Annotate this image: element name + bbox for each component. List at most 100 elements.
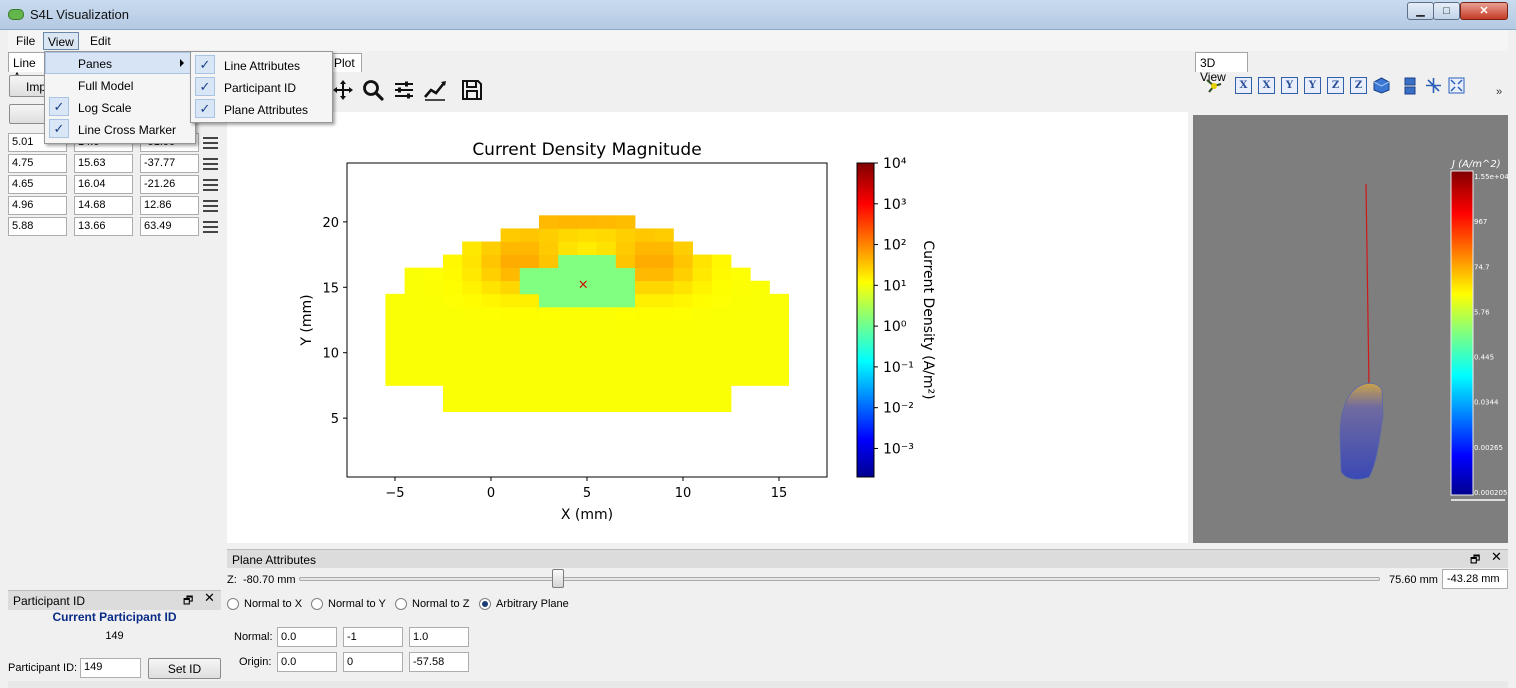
line-point-field[interactable]: 4.65 [8,175,67,194]
save-icon[interactable] [460,78,484,102]
line-point-field[interactable]: 63.49 [140,217,199,236]
3d-colorbar [1450,170,1474,496]
close-icon[interactable]: ✕ [1491,549,1502,564]
view-axis-x-button[interactable]: X [1258,77,1275,94]
heatmap-cell [462,241,482,255]
cube-icon[interactable] [1373,77,1390,94]
x-tick-label: 15 [771,486,788,501]
pick-icon[interactable] [1425,77,1442,94]
maximize-button[interactable]: □ [1433,2,1460,20]
radio-arbitrary-plane-label[interactable]: Arbitrary Plane [496,598,569,610]
row-menu-icon[interactable] [203,221,218,233]
heatmap-cell [673,306,693,321]
line-point-field[interactable]: 14.68 [74,196,133,215]
menu-item-full-model[interactable]: Full Model [45,74,195,96]
origin-z-field[interactable]: -57.58 [409,652,469,672]
origin-x-field[interactable]: 0.0 [277,652,337,672]
heatmap-cell [635,280,655,295]
plot-canvas[interactable]: Current Density Magnitude −5 0 5 10 15 5 10 15… [227,112,1188,543]
row-menu-icon[interactable] [203,179,218,191]
heatmap-cell [539,346,559,360]
minimize-button[interactable]: ▁ [1407,2,1434,20]
line-action-button[interactable] [9,104,46,124]
z-slider-handle[interactable] [552,569,565,588]
heatmap-cell [635,228,655,242]
float-icon[interactable]: 🗗 [183,595,194,607]
heatmap-cell [481,241,501,255]
participant-id-input[interactable]: 149 [80,658,141,678]
heatmap-cell [654,254,674,269]
3d-legend-tick-label: 74.7 [1474,263,1490,271]
menu-item-line-cross-marker[interactable]: ✓ Line Cross Marker [45,118,195,140]
heatmap-cell [481,293,501,308]
normal-y-field[interactable]: -1 [343,627,403,647]
row-menu-icon[interactable] [203,137,218,149]
radio-normal-x[interactable] [227,598,239,610]
line-point-field[interactable]: 13.66 [74,217,133,236]
radio-normal-z-label[interactable]: Normal to Z [412,598,470,610]
close-button[interactable]: ✕ [1460,2,1508,20]
line-point-field[interactable]: 16.04 [74,175,133,194]
heatmap-cell [673,346,693,360]
more-icon[interactable]: » [1496,86,1503,98]
submenu-item-participant-id[interactable]: ✓ Participant ID [191,76,332,98]
heatmap-cell [481,359,501,373]
configure-icon[interactable] [392,78,416,102]
menu-edit[interactable]: Edit [90,34,111,48]
line-point-field[interactable]: 5.88 [8,217,67,236]
radio-normal-z[interactable] [395,598,407,610]
row-menu-icon[interactable] [203,158,218,170]
heatmap-cell [462,293,482,308]
tab-3d-view[interactable]: 3D View [1195,52,1248,84]
axes-orient-icon[interactable] [1204,77,1224,95]
submenu-item-plane-attributes[interactable]: ✓ Plane Attributes [191,98,332,120]
edit-curves-icon[interactable] [423,78,447,102]
menu-view[interactable]: View [43,32,79,50]
z-value-field[interactable]: -43.28 mm [1442,569,1508,589]
set-id-button[interactable]: Set ID [148,658,221,679]
menu-item-log-scale[interactable]: ✓ Log Scale [45,96,195,118]
z-slider[interactable] [299,577,1380,581]
fit-view-icon[interactable] [1448,77,1465,94]
line-point-field[interactable]: 4.75 [8,154,67,173]
heatmap-cell [711,385,732,399]
row-menu-icon[interactable] [203,200,218,212]
view-axis-y-button[interactable]: Y [1281,77,1298,94]
import-button[interactable]: Imp [9,75,46,97]
normal-z-field[interactable]: 1.0 [409,627,469,647]
head-model [1339,382,1384,480]
view-axis-z-button[interactable]: Z [1327,77,1344,94]
radio-normal-y-label[interactable]: Normal to Y [328,598,386,610]
line-point-field[interactable]: -37.77 [140,154,199,173]
origin-y-field[interactable]: 0 [343,652,403,672]
line-point-field[interactable]: -21.26 [140,175,199,194]
radio-arbitrary-plane[interactable] [479,598,491,610]
3d-view-canvas[interactable]: J (A/m^2) 1.55e+04 967 74.7 5.76 0.445 0.0344… [1193,115,1509,543]
radio-normal-y[interactable] [311,598,323,610]
line-point-field[interactable]: 12.86 [140,196,199,215]
line-point-field[interactable]: 15.63 [74,154,133,173]
density-chart[interactable]: Current Density Magnitude −5 0 5 10 15 5 10 15… [227,112,1188,543]
line-point-field[interactable]: 4.96 [8,196,67,215]
heatmap-cell [500,267,521,282]
float-icon[interactable]: 🗗 [1470,554,1481,566]
tab-plot[interactable]: Plot [330,53,362,72]
view-axis-x-button[interactable]: X [1235,77,1252,94]
menu-item-full-model-label: Full Model [78,79,134,93]
normal-x-field[interactable]: 0.0 [277,627,337,647]
layers-icon[interactable] [1403,77,1417,95]
view-axis-y-button[interactable]: Y [1304,77,1321,94]
heatmap-cell [711,254,732,269]
move-icon[interactable] [331,78,355,102]
submenu-item-line-attributes[interactable]: ✓ Line Attributes [191,54,332,76]
colorbar-tick-label: 10² [883,238,906,254]
radio-normal-x-label[interactable]: Normal to X [244,598,303,610]
tab-line-attributes[interactable]: Line A [8,52,46,84]
menu-item-panes[interactable]: Panes [45,52,195,74]
view-axis-z-button[interactable]: Z [1350,77,1367,94]
close-icon[interactable]: ✕ [204,590,215,605]
heatmap-cell [654,280,674,295]
heatmap-cell [692,359,713,373]
zoom-icon[interactable] [361,78,385,102]
menu-file[interactable]: File [16,34,36,48]
